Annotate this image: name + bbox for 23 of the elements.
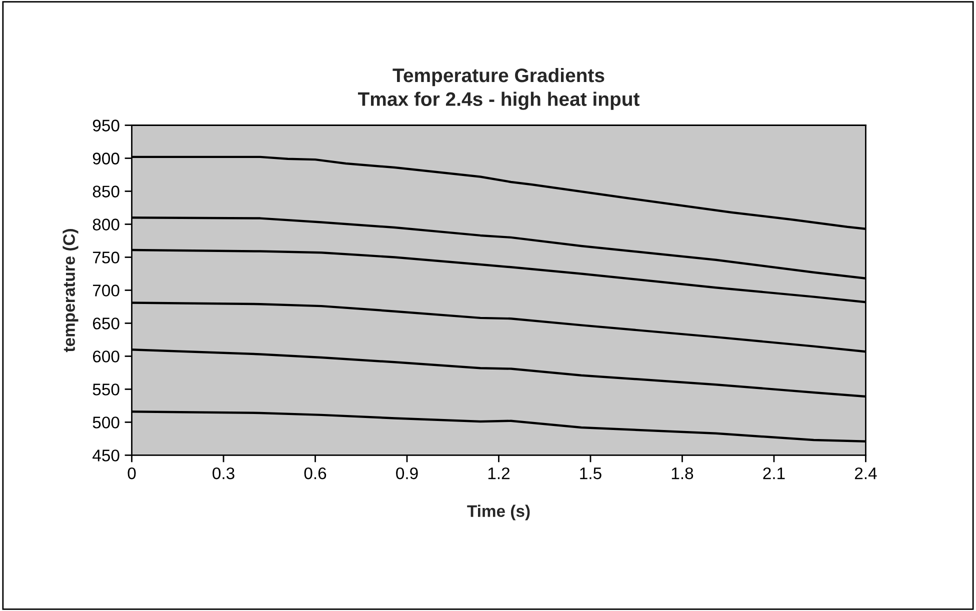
x-tick-label: 2.1 xyxy=(763,467,785,480)
y-tick-label: 850 xyxy=(92,186,120,198)
x-tick-label: 2.4 xyxy=(854,467,877,480)
x-tick-label: 1.2 xyxy=(488,467,510,480)
x-tick-label: 0.6 xyxy=(304,467,326,480)
y-axis-title: temperature (C) xyxy=(62,229,78,352)
x-tick-label: 1.8 xyxy=(672,467,694,480)
x-tick-label: 0.9 xyxy=(396,467,418,480)
y-tick-label: 600 xyxy=(92,350,120,362)
chart-title: Temperature Gradients Tmax for 2.4s - high heat input xyxy=(358,68,640,110)
x-tick-label: 0 xyxy=(128,467,136,480)
x-axis-title: Time (s) xyxy=(467,504,530,520)
y-tick-label: 950 xyxy=(92,120,120,132)
y-tick-label: 450 xyxy=(92,450,120,462)
y-tick-label: 800 xyxy=(92,218,120,230)
y-tick-label: 500 xyxy=(92,416,120,428)
y-tick-label: 700 xyxy=(93,284,120,296)
x-tick-label: 1.5 xyxy=(580,468,602,480)
y-tick-label: 750 xyxy=(93,252,120,264)
y-tick-label: 550 xyxy=(92,384,120,396)
x-tick-label: 0.3 xyxy=(212,467,234,480)
y-tick-label: 900 xyxy=(92,152,120,164)
y-tick-label: 650 xyxy=(92,318,120,330)
